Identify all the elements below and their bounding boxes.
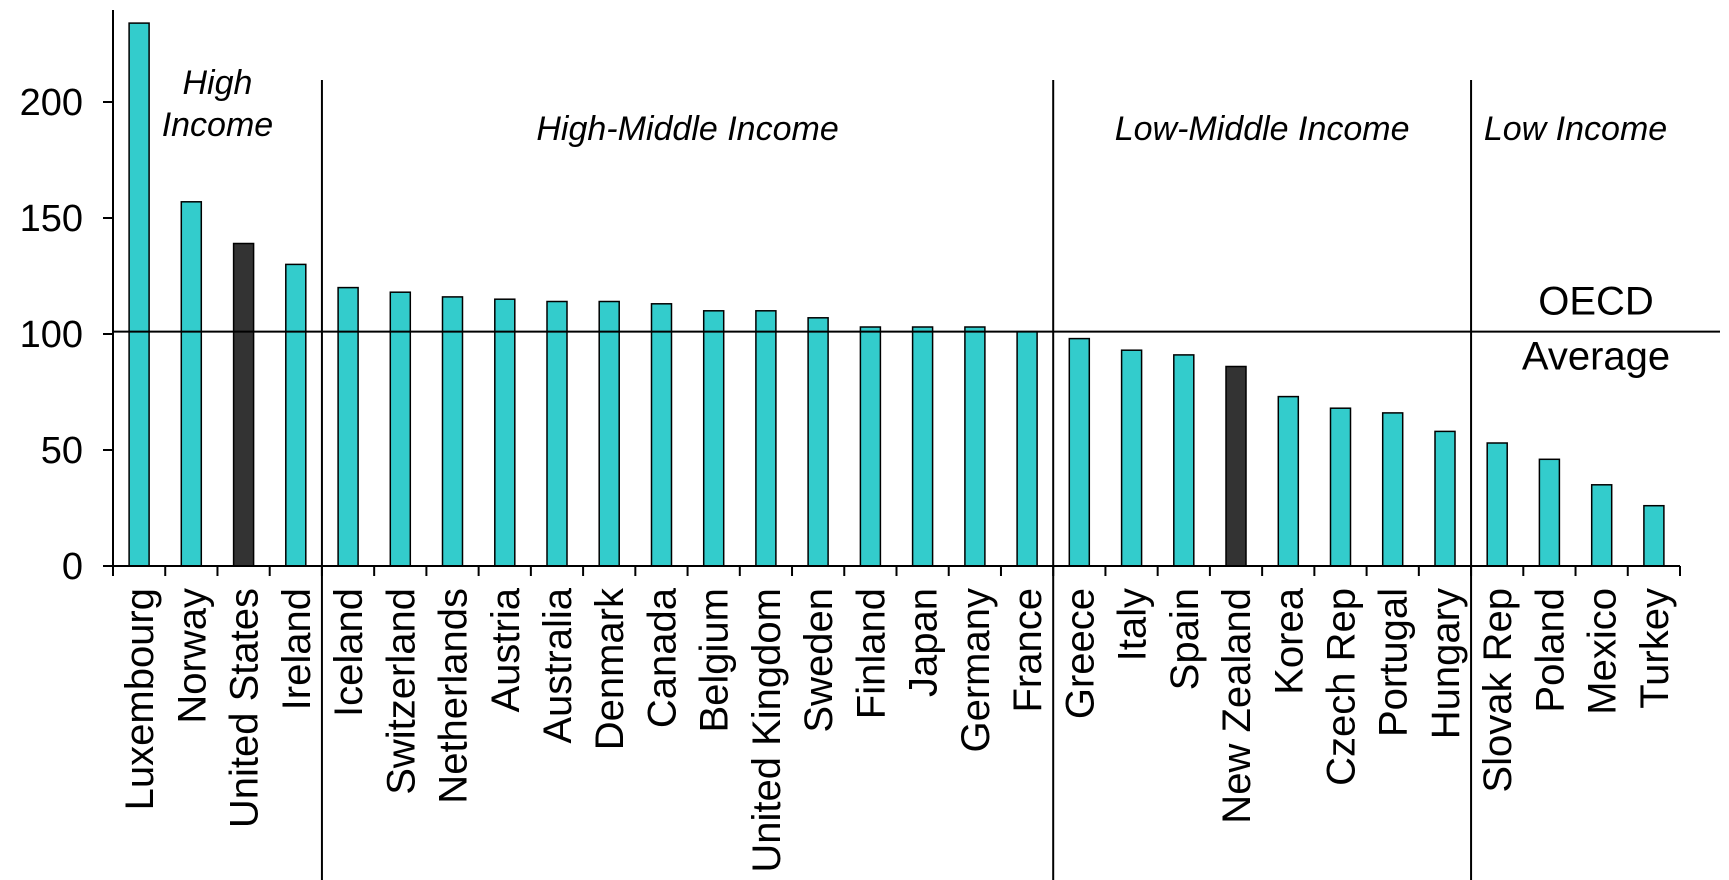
category-label-netherlands: Netherlands [432,588,476,804]
category-label-slovak-rep: Slovak Rep [1476,588,1520,793]
bar-portugal[interactable] [1381,412,1404,567]
y-tick-label: 50 [41,430,83,472]
bar-turkey[interactable] [1643,504,1665,567]
bar-korea[interactable] [1277,395,1300,567]
category-label-france: France [1006,588,1050,713]
bar-united-states[interactable] [232,242,255,567]
category-label-spain: Spain [1163,588,1207,690]
bar-italy[interactable] [1120,349,1143,567]
category-label-switzerland: Switzerland [379,588,423,795]
category-label-portugal: Portugal [1372,588,1416,737]
category-label-korea: Korea [1267,587,1311,694]
y-tick-label: 100 [20,314,83,356]
category-label-germany: Germany [954,588,998,753]
bar-luxembourg[interactable] [128,22,150,567]
oecd-average-reference: OECD Average [113,280,1720,379]
bar-mexico[interactable] [1590,484,1613,567]
bar-germany[interactable] [964,326,986,567]
bar-japan[interactable] [911,326,934,567]
bar-belgium[interactable] [702,310,725,567]
category-label-italy: Italy [1111,588,1155,661]
bar-denmark[interactable] [598,300,620,567]
oecd-average-label: Average [1522,335,1670,379]
category-labels: Luxembourg Norway United States Ireland Icel… [118,587,1677,873]
category-label-greece: Greece [1058,588,1102,719]
bar-poland[interactable] [1538,458,1561,567]
bar-ireland[interactable] [285,263,307,567]
income-group-label: High [182,64,252,102]
category-label-finland: Finland [849,588,893,719]
category-label-new-zealand: New Zealand [1215,588,1259,824]
category-label-hungary: Hungary [1424,588,1468,739]
oecd-average-label: OECD [1538,280,1654,324]
category-label-australia: Australia [536,587,580,743]
bar-australia[interactable] [546,300,568,567]
category-label-united-states: United States [223,588,267,828]
axes: 0 50 100 150 200 [20,10,1681,588]
bar-slovak-rep[interactable] [1486,442,1508,567]
category-label-norway: Norway [170,588,214,724]
y-tick-label: 150 [20,198,83,240]
bar-iceland[interactable] [337,286,359,567]
category-label-iceland: Iceland [327,588,371,717]
income-group-label: Low-Middle Income [1115,110,1410,148]
income-group-label: Low Income [1484,110,1667,148]
income-group-label: High-Middle Income [536,110,838,148]
bar-france[interactable] [1016,330,1038,567]
category-label-poland: Poland [1528,588,1572,713]
y-tick-label: 0 [62,546,83,588]
category-label-turkey: Turkey [1633,588,1677,709]
category-label-japan: Japan [902,588,946,697]
bar-sweden[interactable] [807,317,829,567]
category-label-mexico: Mexico [1581,588,1625,715]
bar-austria[interactable] [494,298,516,567]
category-label-ireland: Ireland [275,588,319,710]
income-group-label: Income [162,106,274,144]
income-groups: High Income High-Middle Income Low-Middle I… [162,64,1667,880]
category-label-austria: Austria [484,587,528,712]
category-label-united-kingdom: United Kingdom [745,588,789,873]
bar-new-zealand[interactable] [1225,365,1247,567]
bar-czech-rep[interactable] [1329,407,1352,567]
bars [128,22,1665,567]
category-label-czech-rep: Czech Rep [1320,588,1364,786]
bar-finland[interactable] [859,326,882,567]
category-label-denmark: Denmark [588,587,632,750]
y-tick-label: 200 [20,82,83,124]
bar-hungary[interactable] [1434,430,1456,567]
bar-norway[interactable] [180,201,203,567]
category-label-sweden: Sweden [797,588,841,733]
category-label-luxembourg: Luxembourg [118,588,162,810]
bar-greece[interactable] [1068,337,1091,567]
bar-switzerland[interactable] [389,291,412,567]
bar-spain[interactable] [1173,354,1195,567]
bar-united-kingdom[interactable] [755,310,777,567]
bar-canada[interactable] [650,303,673,567]
category-label-belgium: Belgium [693,588,737,733]
bar-netherlands[interactable] [441,296,464,567]
category-label-canada: Canada [641,587,685,728]
